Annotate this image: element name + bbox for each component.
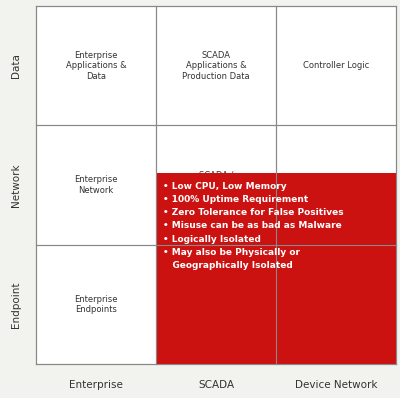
Text: SCADA /
Operations
Network: SCADA / Operations Network: [193, 170, 239, 200]
Text: SCADA Servers,
Process HMI: SCADA Servers, Process HMI: [183, 295, 249, 314]
Text: • Low CPU, Low Memory
• 100% Uptime Requirement
• Zero Tolerance for False Posit: • Low CPU, Low Memory • 100% Uptime Requ…: [163, 182, 344, 270]
Text: SCADA: SCADA: [198, 380, 234, 390]
Bar: [156, 173, 396, 364]
Text: Device Network: Device Network: [295, 380, 377, 390]
Text: Device Networks: Device Networks: [300, 181, 372, 189]
Text: Process
Controllers,
Device HMI, IED: Process Controllers, Device HMI, IED: [302, 290, 370, 319]
Text: Enterprise: Enterprise: [69, 380, 123, 390]
Text: SCADA
Applications &
Production Data: SCADA Applications & Production Data: [182, 51, 250, 80]
Text: Data: Data: [11, 53, 21, 78]
Text: Controller Logic: Controller Logic: [303, 61, 369, 70]
Text: Enterprise
Network: Enterprise Network: [74, 176, 118, 195]
Text: Enterprise
Endpoints: Enterprise Endpoints: [74, 295, 118, 314]
Text: Enterprise
Applications &
Data: Enterprise Applications & Data: [66, 51, 126, 80]
Text: Network: Network: [11, 163, 21, 207]
Text: Endpoint: Endpoint: [11, 281, 21, 328]
